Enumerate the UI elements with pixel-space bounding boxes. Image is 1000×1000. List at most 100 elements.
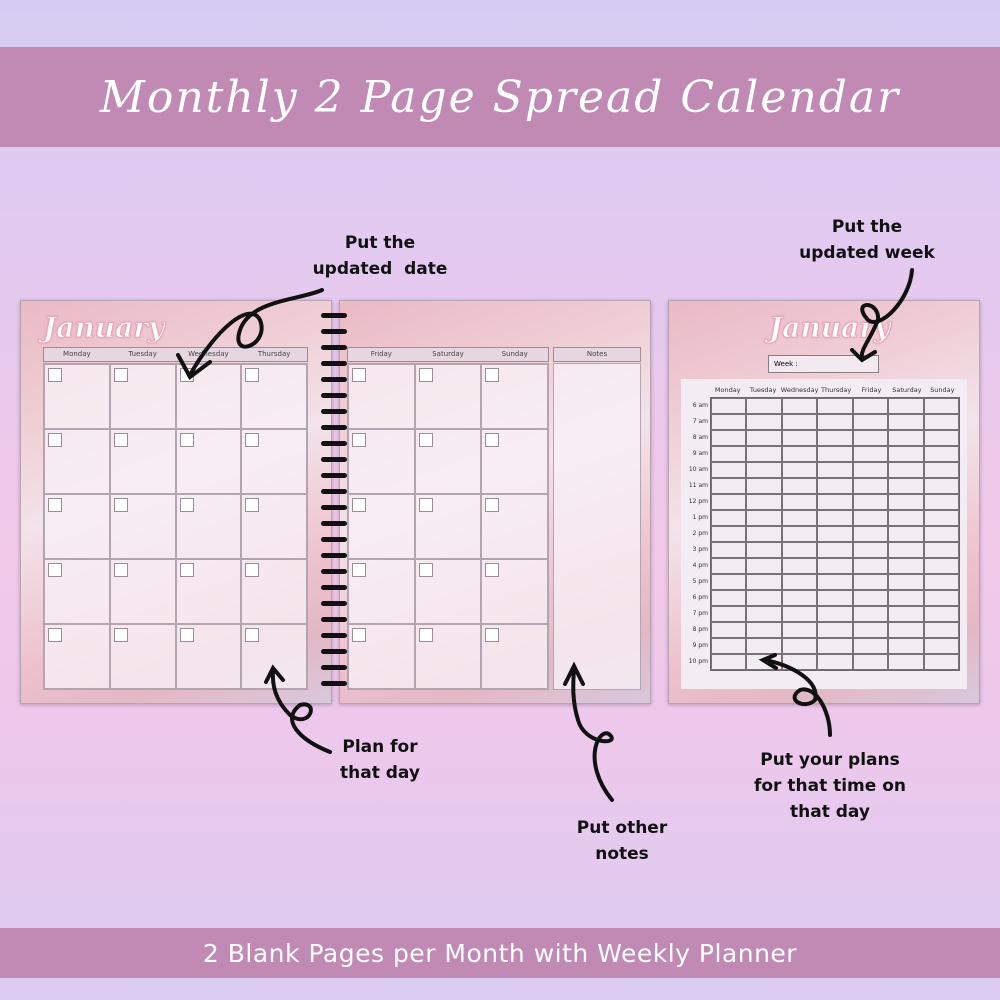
time-slot[interactable] <box>746 542 782 558</box>
time-slot[interactable] <box>781 510 818 526</box>
day-cell[interactable] <box>44 364 110 429</box>
checkbox[interactable] <box>48 433 62 447</box>
day-cell[interactable] <box>44 494 110 559</box>
time-slot[interactable] <box>817 414 853 430</box>
checkbox[interactable] <box>418 563 433 577</box>
time-slot[interactable] <box>817 478 853 494</box>
day-cell[interactable] <box>44 559 110 624</box>
checkbox[interactable] <box>352 563 366 577</box>
time-slot[interactable] <box>923 574 959 590</box>
checkbox[interactable] <box>418 498 433 512</box>
time-slot[interactable] <box>817 446 853 462</box>
time-slot[interactable] <box>923 654 959 670</box>
time-slot[interactable] <box>852 574 889 590</box>
time-slot[interactable] <box>852 558 889 574</box>
time-slot[interactable] <box>888 510 924 526</box>
time-slot[interactable] <box>923 478 959 494</box>
time-slot[interactable] <box>781 574 818 590</box>
time-slot[interactable] <box>888 654 924 670</box>
time-slot[interactable] <box>817 654 853 670</box>
time-slot[interactable] <box>781 638 818 654</box>
time-slot[interactable] <box>852 478 889 494</box>
checkbox[interactable] <box>179 368 194 382</box>
checkbox[interactable] <box>245 563 260 577</box>
checkbox[interactable] <box>245 368 260 382</box>
time-slot[interactable] <box>746 606 782 622</box>
time-slot[interactable] <box>888 638 924 654</box>
time-slot[interactable] <box>923 414 959 430</box>
time-slot[interactable] <box>923 590 959 606</box>
checkbox[interactable] <box>179 563 194 577</box>
time-slot[interactable] <box>746 654 782 670</box>
time-slot[interactable] <box>888 606 924 622</box>
time-slot[interactable] <box>711 494 747 510</box>
time-slot[interactable] <box>817 398 853 414</box>
time-slot[interactable] <box>852 622 889 638</box>
day-cell[interactable] <box>348 624 415 689</box>
time-slot[interactable] <box>711 638 747 654</box>
day-cell[interactable] <box>175 429 242 494</box>
checkbox[interactable] <box>352 628 366 642</box>
time-slot[interactable] <box>888 542 924 558</box>
time-slot[interactable] <box>852 526 889 542</box>
time-slot[interactable] <box>888 494 924 510</box>
time-slot[interactable] <box>746 462 782 478</box>
time-slot[interactable] <box>746 558 782 574</box>
day-cell[interactable] <box>44 429 110 494</box>
time-slot[interactable] <box>711 542 747 558</box>
time-slot[interactable] <box>746 446 782 462</box>
checkbox[interactable] <box>485 368 500 382</box>
day-cell[interactable] <box>414 429 482 494</box>
time-slot[interactable] <box>852 638 889 654</box>
time-slot[interactable] <box>888 574 924 590</box>
day-cell[interactable] <box>348 429 415 494</box>
time-slot[interactable] <box>781 430 818 446</box>
time-slot[interactable] <box>923 430 959 446</box>
time-slot[interactable] <box>852 398 889 414</box>
time-slot[interactable] <box>852 590 889 606</box>
day-cell[interactable] <box>109 559 176 624</box>
time-slot[interactable] <box>888 526 924 542</box>
time-slot[interactable] <box>817 494 853 510</box>
time-slot[interactable] <box>888 622 924 638</box>
time-slot[interactable] <box>781 478 818 494</box>
time-slot[interactable] <box>923 542 959 558</box>
day-cell[interactable] <box>414 624 482 689</box>
checkbox[interactable] <box>352 368 366 382</box>
checkbox[interactable] <box>245 498 260 512</box>
time-slot[interactable] <box>888 446 924 462</box>
day-cell[interactable] <box>241 624 307 689</box>
time-slot[interactable] <box>888 414 924 430</box>
time-slot[interactable] <box>781 622 818 638</box>
day-cell[interactable] <box>414 559 482 624</box>
time-slot[interactable] <box>923 558 959 574</box>
day-cell[interactable] <box>175 624 242 689</box>
checkbox[interactable] <box>113 498 128 512</box>
time-slot[interactable] <box>817 430 853 446</box>
time-slot[interactable] <box>852 446 889 462</box>
time-slot[interactable] <box>711 414 747 430</box>
time-slot[interactable] <box>781 414 818 430</box>
day-cell[interactable] <box>481 559 548 624</box>
checkbox[interactable] <box>113 563 128 577</box>
time-slot[interactable] <box>711 622 747 638</box>
time-slot[interactable] <box>817 542 853 558</box>
time-slot[interactable] <box>923 526 959 542</box>
checkbox[interactable] <box>48 563 62 577</box>
time-slot[interactable] <box>852 542 889 558</box>
checkbox[interactable] <box>48 628 62 642</box>
checkbox[interactable] <box>418 433 433 447</box>
checkbox[interactable] <box>179 628 194 642</box>
day-cell[interactable] <box>241 494 307 559</box>
time-slot[interactable] <box>711 606 747 622</box>
day-cell[interactable] <box>348 364 415 429</box>
time-slot[interactable] <box>711 526 747 542</box>
day-cell[interactable] <box>348 559 415 624</box>
checkbox[interactable] <box>48 368 62 382</box>
time-slot[interactable] <box>781 398 818 414</box>
time-slot[interactable] <box>852 430 889 446</box>
time-slot[interactable] <box>746 494 782 510</box>
day-cell[interactable] <box>109 364 176 429</box>
day-cell[interactable] <box>44 624 110 689</box>
time-slot[interactable] <box>923 606 959 622</box>
